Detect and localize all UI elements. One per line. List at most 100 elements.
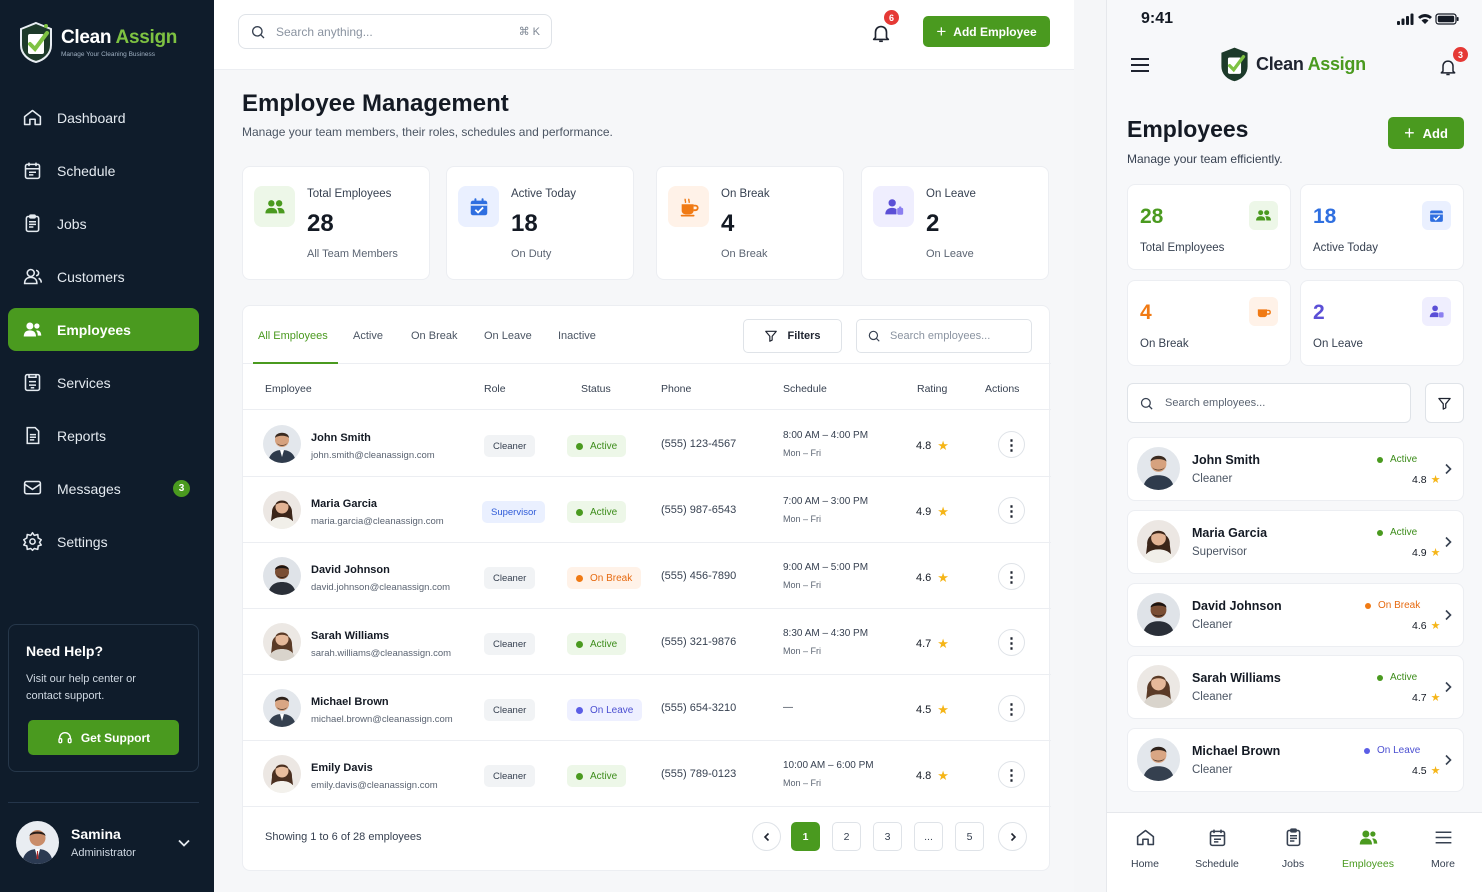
hamburger-menu-icon[interactable] xyxy=(1130,57,1150,73)
help-title: Need Help? xyxy=(26,643,104,659)
table-row[interactable]: David Johnson david.johnson@cleanassign.… xyxy=(243,543,1051,609)
tab-on-break[interactable]: On Break xyxy=(411,330,458,342)
stat-sub: On Leave xyxy=(926,248,974,260)
star-icon: ★ xyxy=(1430,692,1441,704)
chevron-right-icon xyxy=(1445,609,1452,621)
sidebar-item-jobs[interactable]: Jobs xyxy=(8,202,199,245)
sidebar-item-settings[interactable]: Settings xyxy=(8,520,199,563)
employee-card[interactable]: Sarah Williams Cleaner Active 4.7 ★ xyxy=(1127,655,1464,719)
row-actions-button[interactable]: ⋮ xyxy=(998,497,1025,524)
row-actions-button[interactable]: ⋮ xyxy=(998,761,1025,788)
employee-rating: 4.9 ★ xyxy=(916,504,949,519)
woman-avatar-icon xyxy=(1137,665,1180,708)
brand-logo[interactable]: Clean Assign Manage Your Cleaning Busine… xyxy=(16,20,177,64)
employee-card[interactable]: John Smith Cleaner Active 4.8 ★ xyxy=(1127,437,1464,501)
help-text: Visit our help center or contact support… xyxy=(26,673,136,702)
mobile-add-button[interactable]: + Add xyxy=(1388,117,1464,149)
employee-email: maria.garcia@cleanassign.com xyxy=(311,516,444,527)
add-employee-button[interactable]: + Add Employee xyxy=(923,16,1050,47)
sidebar-item-label: Settings xyxy=(57,533,108,550)
filters-button[interactable]: Filters xyxy=(743,319,842,353)
tab-employees[interactable]: Employees xyxy=(1328,827,1408,870)
avatar xyxy=(1137,447,1180,490)
column-header[interactable]: Rating xyxy=(917,383,948,395)
sidebar-item-employees[interactable]: Employees xyxy=(8,308,199,351)
employee-card[interactable]: Maria Garcia Supervisor Active 4.9 ★ xyxy=(1127,510,1464,574)
next-page-button[interactable] xyxy=(998,822,1027,851)
employee-role: Cleaner xyxy=(1192,619,1233,631)
star-icon: ★ xyxy=(937,438,949,453)
tab-jobs[interactable]: Jobs xyxy=(1253,827,1333,870)
tab-more[interactable]: More xyxy=(1403,827,1482,870)
page-button-1[interactable]: 1 xyxy=(791,822,820,851)
column-header[interactable]: Phone xyxy=(661,383,692,395)
employee-name[interactable]: Maria Garcia xyxy=(311,498,378,510)
table-row[interactable]: Michael Brown michael.brown@cleanassign.… xyxy=(243,675,1051,741)
employee-name[interactable]: David Johnson xyxy=(311,564,390,576)
status-badge: Active xyxy=(567,633,627,655)
stat-value: 4 xyxy=(721,210,735,237)
tab-on-leave[interactable]: On Leave xyxy=(484,330,532,342)
bell-icon[interactable] xyxy=(870,22,892,44)
pagination-summary: Showing 1 to 6 of 28 employees xyxy=(265,831,422,843)
schedule-hours: 9:00 AM – 5:00 PM xyxy=(783,562,869,573)
tab-home[interactable]: Home xyxy=(1105,827,1185,870)
table-row[interactable]: John Smith john.smith@cleanassign.com Cl… xyxy=(243,411,1051,477)
global-search-input[interactable]: Search anything... ⌘ K xyxy=(238,14,552,49)
employee-name[interactable]: Sarah Williams xyxy=(311,630,390,642)
schedule-days: Mon – Fri xyxy=(783,778,822,788)
users-icon xyxy=(254,186,295,227)
employee-card[interactable]: David Johnson Cleaner On Break 4.6 ★ xyxy=(1127,583,1464,647)
row-actions-button[interactable]: ⋮ xyxy=(998,695,1025,722)
sidebar-item-customers[interactable]: Customers xyxy=(8,255,199,298)
row-actions-button[interactable]: ⋮ xyxy=(998,431,1025,458)
schedule-days: Mon – Fri xyxy=(783,580,822,590)
tab-schedule[interactable]: Schedule xyxy=(1177,827,1257,870)
calendar-check-icon xyxy=(458,186,499,227)
bell-icon[interactable] xyxy=(1438,57,1458,77)
coffee-icon xyxy=(1249,297,1278,326)
sidebar-divider xyxy=(8,802,199,803)
prev-page-button[interactable] xyxy=(752,822,781,851)
status-badge: On Break xyxy=(1365,600,1420,611)
employee-name[interactable]: John Smith xyxy=(311,432,371,444)
get-support-button[interactable]: Get Support xyxy=(28,720,179,755)
column-header[interactable]: Schedule xyxy=(783,383,827,395)
employee-name: Maria Garcia xyxy=(1192,526,1268,540)
row-actions-button[interactable]: ⋮ xyxy=(998,629,1025,656)
page-button-2[interactable]: 2 xyxy=(832,822,861,851)
employee-phone: (555) 456-7890 xyxy=(661,570,737,582)
page-button-5[interactable]: 5 xyxy=(955,822,984,851)
status-badge: Active xyxy=(1377,454,1417,465)
table-row[interactable]: Sarah Williams sarah.williams@cleanassig… xyxy=(243,609,1051,675)
mobile-stat-active: 18 Active Today xyxy=(1300,184,1464,270)
table-search-input[interactable]: Search employees... xyxy=(856,319,1032,353)
employee-name[interactable]: Michael Brown xyxy=(311,696,389,708)
tab-all-employees[interactable]: All Employees xyxy=(258,330,328,342)
sidebar-item-dashboard[interactable]: Dashboard xyxy=(8,96,199,139)
user-avatar-icon xyxy=(16,821,59,864)
page-button-3[interactable]: 3 xyxy=(873,822,902,851)
employee-name[interactable]: Emily Davis xyxy=(311,762,373,774)
filter-icon xyxy=(765,330,778,342)
mobile-search-input[interactable]: Search employees... xyxy=(1127,383,1411,423)
column-header[interactable]: Employee xyxy=(265,383,312,395)
user-menu[interactable]: Samina Administrator xyxy=(16,821,191,864)
stat-label: Total Employees xyxy=(307,188,392,200)
employee-card[interactable]: Michael Brown Cleaner On Leave 4.5 ★ xyxy=(1127,728,1464,792)
employee-role: Cleaner xyxy=(1192,764,1233,776)
employee-rating: 4.6 ★ xyxy=(1412,619,1441,633)
sidebar-item-messages[interactable]: Messages 3 xyxy=(8,467,199,510)
sidebar-item-reports[interactable]: Reports xyxy=(8,414,199,457)
sidebar-item-services[interactable]: Services xyxy=(8,361,199,404)
column-header[interactable]: Role xyxy=(484,383,506,395)
clipboard-icon xyxy=(25,214,40,233)
tab-inactive[interactable]: Inactive xyxy=(558,330,596,342)
table-row[interactable]: Maria Garcia maria.garcia@cleanassign.co… xyxy=(243,477,1051,543)
column-header[interactable]: Status xyxy=(581,383,611,395)
sidebar-item-schedule[interactable]: Schedule xyxy=(8,149,199,192)
row-actions-button[interactable]: ⋮ xyxy=(998,563,1025,590)
tab-active[interactable]: Active xyxy=(353,330,383,342)
table-row[interactable]: Emily Davis emily.davis@cleanassign.com … xyxy=(243,741,1051,807)
mobile-filter-button[interactable] xyxy=(1425,383,1464,423)
